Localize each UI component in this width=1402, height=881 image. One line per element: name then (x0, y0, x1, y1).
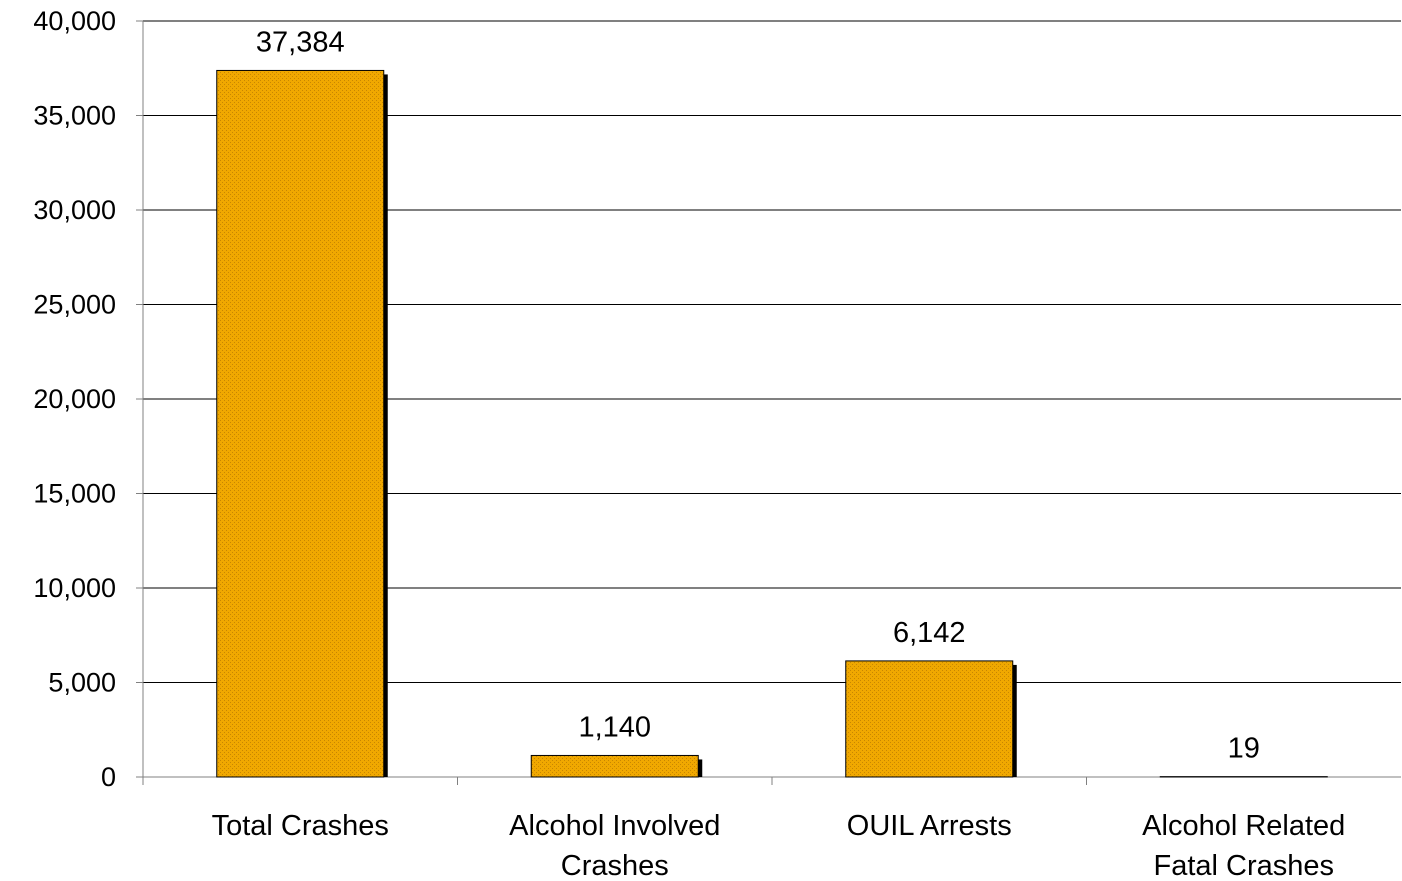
data-label: 37,384 (256, 26, 345, 58)
y-tick-label: 5,000 (48, 668, 116, 698)
y-tick-label: 10,000 (33, 573, 116, 603)
y-tick-label: 20,000 (33, 384, 116, 414)
x-category-label: Alcohol Related Fatal Crashes (1142, 810, 1345, 881)
data-label: 1,140 (578, 711, 651, 743)
y-tick-label: 25,000 (33, 290, 116, 320)
y-tick-label: 35,000 (33, 101, 116, 131)
data-label: 6,142 (893, 617, 966, 649)
x-category-label: Alcohol Involved Crashes (509, 810, 720, 881)
y-tick-label: 40,000 (33, 6, 116, 36)
y-tick-label: 30,000 (33, 195, 116, 225)
x-category-label: OUIL Arrests (847, 810, 1012, 842)
y-tick-label: 15,000 (33, 479, 116, 509)
category-labels: Total Crashes Alcohol Involved Crashes OUIL… (212, 810, 1346, 881)
bar (845, 660, 1014, 778)
data-labels: 37,384 1,140 6,142 19 (256, 26, 1260, 764)
bar (216, 69, 385, 778)
data-label: 19 (1228, 733, 1260, 765)
bar (530, 754, 699, 778)
y-tick-label: 0 (101, 762, 116, 792)
x-category-label: Total Crashes (212, 810, 389, 842)
bars (216, 69, 1328, 778)
y-axis-tick-labels: 0 5,000 10,000 15,000 20,000 25,000 30,000 35,0… (33, 6, 116, 792)
